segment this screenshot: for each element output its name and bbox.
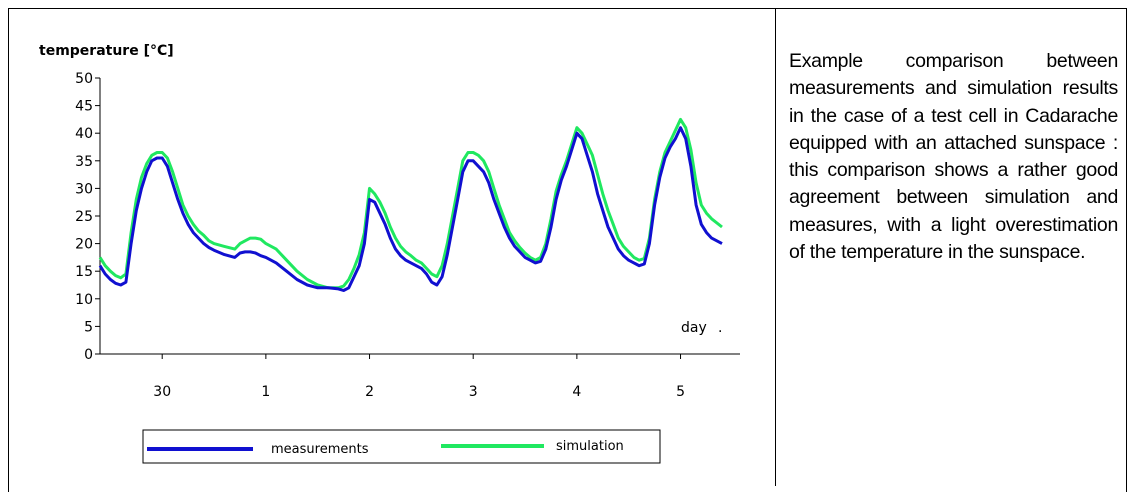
- series-line-measurements: [98, 126, 723, 292]
- y-tick-label: 40: [75, 126, 93, 142]
- y-tick-label: 25: [75, 209, 93, 225]
- legend-box: [142, 429, 661, 464]
- x-tick-label: 30: [153, 384, 171, 400]
- x-axis-label-dot: .: [718, 320, 722, 336]
- x-tick-label: 5: [676, 384, 685, 400]
- y-tick-label: 15: [75, 264, 93, 280]
- x-axis: 30 1 2 3 4 5: [153, 354, 685, 400]
- y-tick-label: 50: [75, 71, 93, 87]
- y-tick-label: 45: [75, 99, 93, 115]
- y-tick-label: 10: [75, 292, 93, 308]
- y-axis: 0 5 10 15 20 25 30 35 40 45 50: [75, 71, 100, 363]
- y-tick-label: 0: [84, 347, 93, 363]
- y-tick-label: 30: [75, 181, 93, 197]
- figure-caption: Example comparison between measurements …: [789, 50, 1118, 264]
- x-tick-label: 4: [572, 384, 581, 400]
- y-tick-label: 35: [75, 154, 93, 170]
- series-group: [98, 117, 723, 292]
- y-axis-label: temperature [°C]: [39, 43, 174, 59]
- x-axis-label: day: [681, 320, 707, 336]
- x-tick-label: 1: [261, 384, 270, 400]
- legend-label-simulation: simulation: [556, 439, 624, 454]
- x-tick-label: 3: [469, 384, 478, 400]
- x-tick-label: 2: [365, 384, 374, 400]
- legend-label-measurements: measurements: [271, 442, 369, 457]
- legend: measurements simulation: [142, 429, 661, 464]
- column-divider: [775, 8, 776, 486]
- series-line-simulation: [98, 117, 723, 290]
- figure-frame: [8, 8, 1127, 492]
- y-tick-label: 20: [75, 237, 93, 253]
- y-tick-label: 5: [84, 319, 93, 335]
